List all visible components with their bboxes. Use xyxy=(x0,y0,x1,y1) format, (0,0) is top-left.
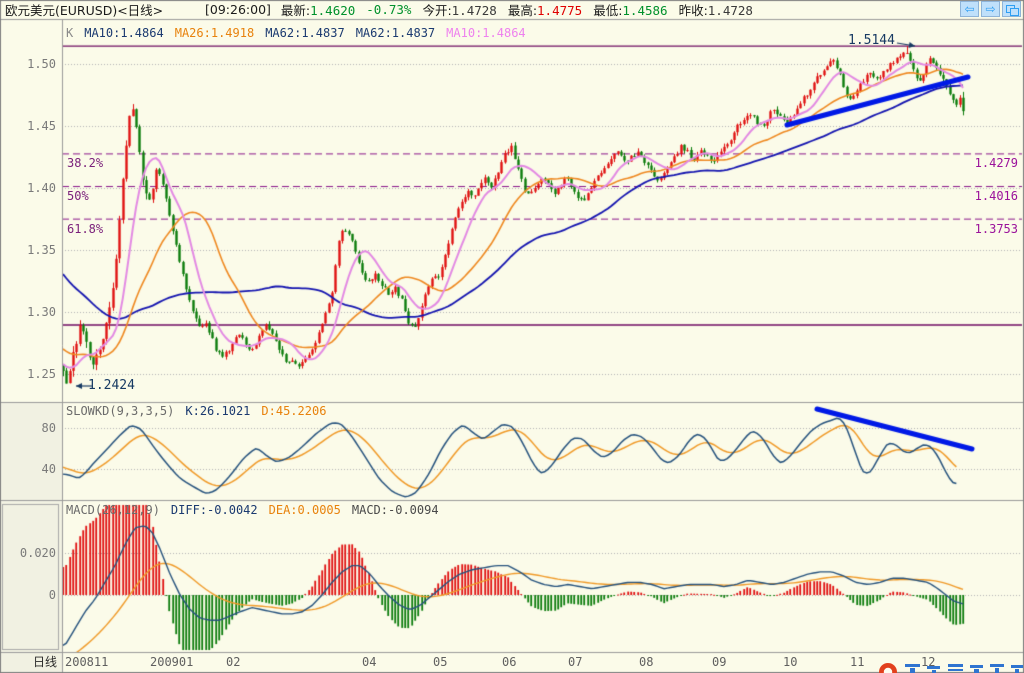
x-axis-tick-label: 11 xyxy=(850,655,865,669)
kline-label: K xyxy=(66,26,74,40)
quote-high-label: 最高: xyxy=(507,3,538,18)
toolbar-buttons: ⇦ ⇨ xyxy=(960,1,1021,17)
back-arrow-icon: ⇦ xyxy=(964,2,975,16)
daily-period-label: 日线 xyxy=(32,655,57,669)
ma62b-value: MA62:1.4837 xyxy=(355,26,436,40)
quote-high: 最高:1.4775 xyxy=(508,0,582,19)
x-axis-tick-label: 02 xyxy=(226,655,241,669)
kd-axis-label: 40 xyxy=(41,462,56,476)
price-axis-label: 1.50 xyxy=(27,57,56,71)
quote-low: 最低:1.4586 xyxy=(593,0,667,19)
fib-price-label: 1.4279 xyxy=(974,156,1018,171)
ma10b-value: MA10:1.4864 xyxy=(446,26,526,40)
kd-axis-label: 80 xyxy=(41,421,56,435)
quote-low-label: 最低: xyxy=(593,3,623,18)
low-price-annotation: 1.2424 xyxy=(88,378,135,393)
main-indicator-header: K MA10:1.4864 MA26:1.4918 MA62:1.4837 MA… xyxy=(66,26,526,40)
macd-title: MACD(26,12,9) xyxy=(66,503,160,517)
quote-low-value: 1.4586 xyxy=(622,3,668,18)
macd-dea-value: DEA:0.0005 xyxy=(268,503,341,517)
quote-open: 今开:1.4728 xyxy=(422,0,496,19)
x-axis-tick-label: 05 xyxy=(433,655,448,669)
x-axis-tick-label: 06 xyxy=(502,655,517,669)
macd-hist-value: MACD:-0.0094 xyxy=(351,503,439,517)
quote-latest: 最新:1.4620 xyxy=(281,0,355,19)
x-axis-tick-label: 07 xyxy=(568,655,583,669)
slowkd-k-value: K:26.1021 xyxy=(185,404,251,418)
forward-arrow-icon: ⇨ xyxy=(985,2,996,16)
macd-header: MACD(26,12,9) DIFF:-0.0042 DEA:0.0005 MA… xyxy=(66,503,439,517)
slowkd-title: SLOWKD(9,3,3,5) xyxy=(66,404,175,418)
quote-change-value: -0.73% xyxy=(366,2,412,17)
price-axis-label: 1.40 xyxy=(27,181,56,195)
fib-percent-label: 50% xyxy=(67,189,89,204)
fib-percent-label: 38.2% xyxy=(67,156,104,171)
quote-prev-close: 昨收:1.4728 xyxy=(679,0,753,19)
quote-latest-value: 1.4620 xyxy=(310,3,356,18)
back-button[interactable]: ⇦ xyxy=(960,1,979,17)
ma62-value: MA62:1.4837 xyxy=(265,26,345,40)
slowkd-d-value: D:45.2206 xyxy=(261,404,327,418)
x-axis-tick-label: 04 xyxy=(362,655,377,669)
slowkd-header: SLOWKD(9,3,3,5) K:26.1021 D:45.2206 xyxy=(66,404,326,418)
fib-percent-label: 61.8% xyxy=(67,221,104,236)
quote-prev-close-value: 1.4728 xyxy=(707,3,753,18)
quote-change: -0.73% xyxy=(366,2,411,17)
x-axis-tick-label: 12 xyxy=(921,655,936,669)
x-axis-tick-label: 09 xyxy=(712,655,727,669)
title-bar: 欧元美元(EURUSD)<日线> [09:26:00] 最新:1.4620 -0… xyxy=(0,0,1024,19)
price-axis-label: 1.45 xyxy=(27,119,56,133)
quote-high-value: 1.4775 xyxy=(537,3,583,18)
quote-open-label: 今开: xyxy=(422,3,452,18)
watermark-logo xyxy=(879,663,1023,673)
high-price-annotation: 1.5144 xyxy=(848,33,895,48)
instrument-title: 欧元美元(EURUSD)<日线> xyxy=(5,3,164,18)
x-axis-tick-label: 08 xyxy=(639,655,654,669)
ma26-value: MA26:1.4918 xyxy=(174,26,255,40)
macd-diff-value: DIFF:-0.0042 xyxy=(170,503,258,517)
quote-open-value: 1.4728 xyxy=(451,3,497,18)
price-axis-label: 1.35 xyxy=(27,243,56,257)
price-axis-label: 1.25 xyxy=(27,367,56,381)
quote-prev-close-label: 昨收: xyxy=(678,3,708,18)
quote-latest-label: 最新: xyxy=(280,3,311,18)
macd-axis-label: 0 xyxy=(48,588,56,602)
x-axis-tick-label: 10 xyxy=(783,655,798,669)
cascade-windows-button[interactable] xyxy=(1002,1,1021,17)
macd-axis-label: 0.020 xyxy=(19,546,56,560)
price-axis-label: 1.30 xyxy=(27,305,56,319)
x-axis-tick-label: 200901 xyxy=(150,655,194,669)
x-axis-tick-label: 200811 xyxy=(65,655,109,669)
fib-price-label: 1.3753 xyxy=(974,221,1018,236)
forward-button[interactable]: ⇨ xyxy=(981,1,1000,17)
quote-time: [09:26:00] xyxy=(205,2,271,17)
ma10-value: MA10:1.4864 xyxy=(84,26,164,40)
fib-price-label: 1.4016 xyxy=(974,189,1018,204)
